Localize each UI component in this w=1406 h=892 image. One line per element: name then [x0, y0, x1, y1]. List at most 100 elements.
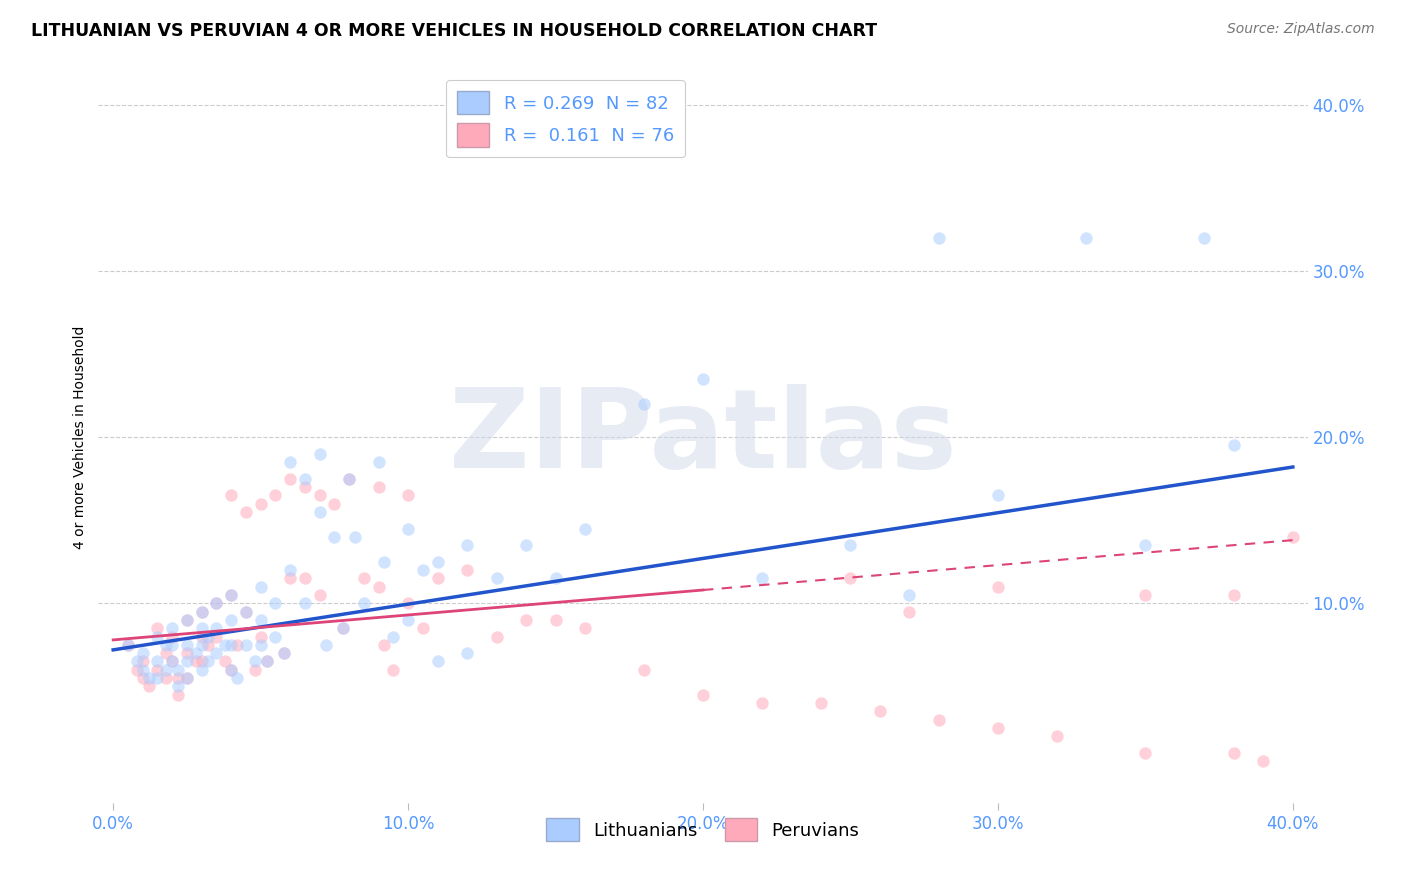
- Point: [1223, 746, 1246, 760]
- Point: [353, 571, 375, 585]
- Point: [426, 655, 449, 669]
- Point: [190, 655, 212, 669]
- Point: [337, 472, 360, 486]
- Point: [1076, 230, 1098, 244]
- Point: [308, 588, 330, 602]
- Point: [294, 472, 316, 486]
- Point: [367, 480, 389, 494]
- Point: [308, 488, 330, 502]
- Text: ZIPatlas: ZIPatlas: [449, 384, 957, 491]
- Point: [176, 655, 198, 669]
- Point: [155, 663, 177, 677]
- Point: [146, 621, 169, 635]
- Point: [131, 646, 153, 660]
- Point: [155, 671, 177, 685]
- Point: [131, 663, 153, 677]
- Point: [898, 605, 921, 619]
- Point: [249, 638, 271, 652]
- Point: [205, 630, 228, 644]
- Point: [264, 596, 287, 610]
- Point: [278, 472, 301, 486]
- Point: [190, 621, 212, 635]
- Text: LITHUANIAN VS PERUVIAN 4 OR MORE VEHICLES IN HOUSEHOLD CORRELATION CHART: LITHUANIAN VS PERUVIAN 4 OR MORE VEHICLE…: [31, 22, 877, 40]
- Point: [226, 638, 249, 652]
- Point: [839, 538, 862, 552]
- Point: [1194, 230, 1216, 244]
- Point: [235, 605, 257, 619]
- Point: [146, 630, 169, 644]
- Point: [184, 655, 207, 669]
- Point: [138, 680, 160, 694]
- Point: [294, 571, 316, 585]
- Point: [412, 563, 434, 577]
- Point: [544, 613, 567, 627]
- Point: [353, 596, 375, 610]
- Point: [332, 621, 354, 635]
- Point: [396, 613, 419, 627]
- Point: [426, 571, 449, 585]
- Point: [176, 671, 198, 685]
- Point: [256, 655, 278, 669]
- Point: [343, 530, 366, 544]
- Point: [184, 646, 207, 660]
- Point: [235, 605, 257, 619]
- Point: [633, 397, 655, 411]
- Point: [235, 505, 257, 519]
- Point: [131, 655, 153, 669]
- Point: [205, 596, 228, 610]
- Point: [751, 696, 773, 710]
- Point: [574, 521, 596, 535]
- Point: [205, 596, 228, 610]
- Point: [278, 455, 301, 469]
- Point: [190, 630, 212, 644]
- Point: [928, 230, 950, 244]
- Point: [243, 663, 266, 677]
- Legend: Lithuanians, Peruvians: Lithuanians, Peruvians: [538, 811, 868, 848]
- Point: [273, 646, 295, 660]
- Point: [373, 555, 395, 569]
- Point: [176, 638, 198, 652]
- Point: [485, 630, 508, 644]
- Point: [426, 555, 449, 569]
- Point: [1135, 746, 1157, 760]
- Point: [167, 671, 190, 685]
- Point: [117, 638, 139, 652]
- Point: [987, 580, 1010, 594]
- Point: [692, 372, 714, 386]
- Point: [160, 655, 183, 669]
- Y-axis label: 4 or more Vehicles in Household: 4 or more Vehicles in Household: [73, 326, 87, 549]
- Point: [515, 613, 537, 627]
- Point: [373, 638, 395, 652]
- Point: [167, 680, 190, 694]
- Point: [146, 671, 169, 685]
- Point: [382, 630, 405, 644]
- Point: [160, 621, 183, 635]
- Point: [633, 663, 655, 677]
- Point: [367, 455, 389, 469]
- Point: [1046, 729, 1069, 743]
- Point: [138, 671, 160, 685]
- Point: [323, 497, 346, 511]
- Point: [190, 663, 212, 677]
- Point: [751, 571, 773, 585]
- Point: [176, 613, 198, 627]
- Point: [294, 596, 316, 610]
- Point: [264, 488, 287, 502]
- Point: [308, 447, 330, 461]
- Point: [332, 621, 354, 635]
- Point: [125, 655, 148, 669]
- Point: [273, 646, 295, 660]
- Point: [1253, 754, 1275, 768]
- Point: [190, 605, 212, 619]
- Point: [294, 480, 316, 494]
- Point: [226, 671, 249, 685]
- Point: [692, 688, 714, 702]
- Point: [1223, 588, 1246, 602]
- Point: [264, 630, 287, 644]
- Point: [167, 688, 190, 702]
- Point: [1135, 588, 1157, 602]
- Point: [155, 638, 177, 652]
- Point: [810, 696, 832, 710]
- Point: [219, 488, 242, 502]
- Point: [219, 588, 242, 602]
